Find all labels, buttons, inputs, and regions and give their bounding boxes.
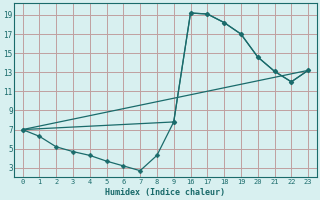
X-axis label: Humidex (Indice chaleur): Humidex (Indice chaleur) [105, 188, 225, 197]
